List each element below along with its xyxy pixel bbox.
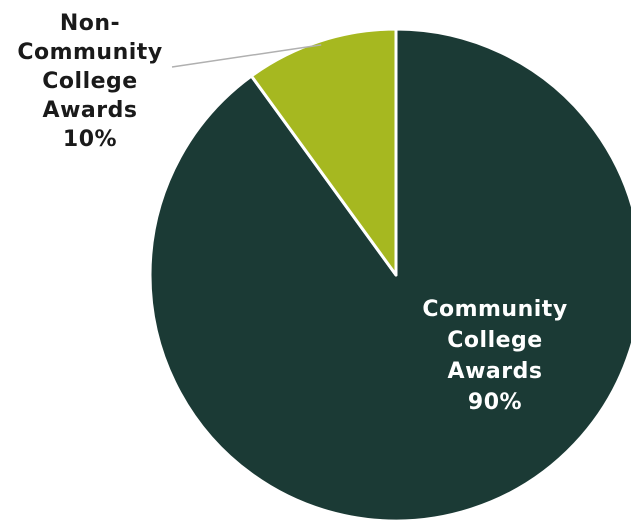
pie-slice-1 [148,27,631,520]
slice-labels: Community College Awards 90%Non-Community Co… [17,11,567,415]
slice-label-line: Non- [60,11,120,36]
pie-slice-2 [249,27,398,277]
leader-line-2 [171,44,322,68]
pie-slices [148,27,631,520]
slice-label-line: College [42,69,137,94]
slice-label-line: Community [422,297,567,322]
slice-label-line: Community [17,40,162,65]
slice-label-2: Non- Community College Awards 10% [17,11,162,152]
slice-label-line: Awards [448,359,543,384]
slice-label-line: College [447,328,542,353]
slice-label-line: Awards [43,98,138,123]
slice-percent-label: 90% [468,390,522,415]
leader-lines [171,44,322,68]
slice-label-1: Community College Awards 90% [422,297,567,415]
slice-percent-label: 10% [63,127,117,152]
